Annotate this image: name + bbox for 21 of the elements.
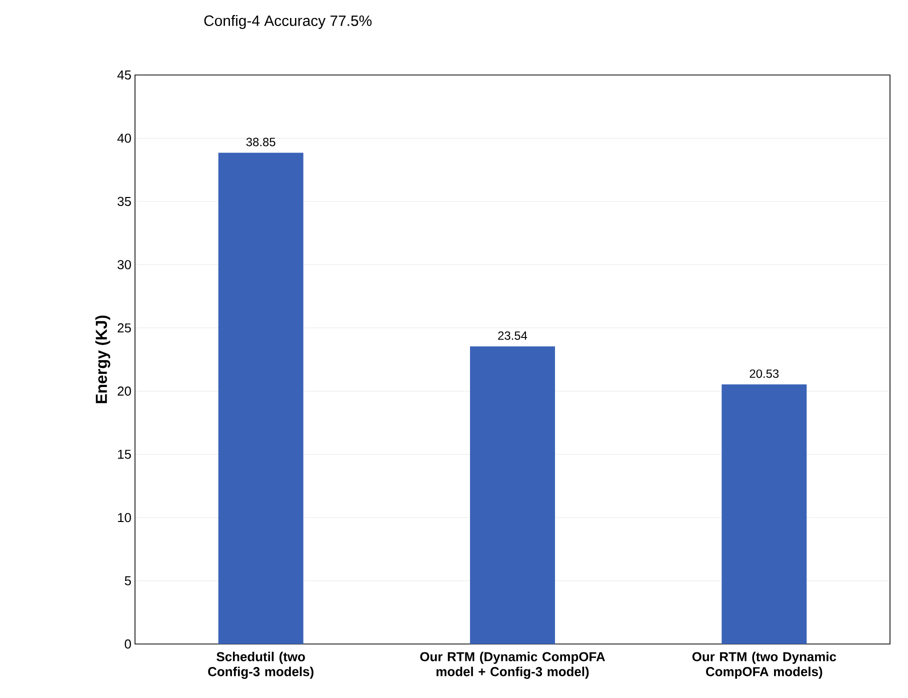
x-tick-label: Schedutil (two Config-3 models) (208, 652, 314, 679)
x-tick-label: Our RTM (Dynamic CompOFA model + Config-3 model) (420, 652, 605, 679)
y-tick-label: 0 (124, 639, 131, 649)
bar (218, 152, 304, 644)
y-tick-label: 10 (118, 512, 131, 522)
y-tick-label: 5 (124, 576, 131, 586)
y-tick-label: 45 (117, 70, 131, 80)
y-tick-label: 30 (118, 260, 131, 270)
data-label: 20.53 (750, 369, 779, 378)
bar (470, 346, 556, 644)
text: Config-4 Accuracy 77.5% (204, 15, 372, 29)
y-tick-label: 20 (118, 386, 131, 396)
data-label: 23.54 (498, 331, 528, 340)
y-tick-label: 25 (118, 323, 131, 332)
y-tick-label: 15 (118, 450, 131, 459)
bar (722, 384, 807, 644)
y-axis-title: Energy (KJ) (95, 316, 110, 404)
y-tick-label: 35 (118, 196, 131, 206)
data-label: 38.85 (246, 138, 276, 146)
y-tick-label: 40 (117, 134, 131, 143)
x-tick-label: Our RTM (two Dynamic CompOFA models) (692, 652, 836, 679)
